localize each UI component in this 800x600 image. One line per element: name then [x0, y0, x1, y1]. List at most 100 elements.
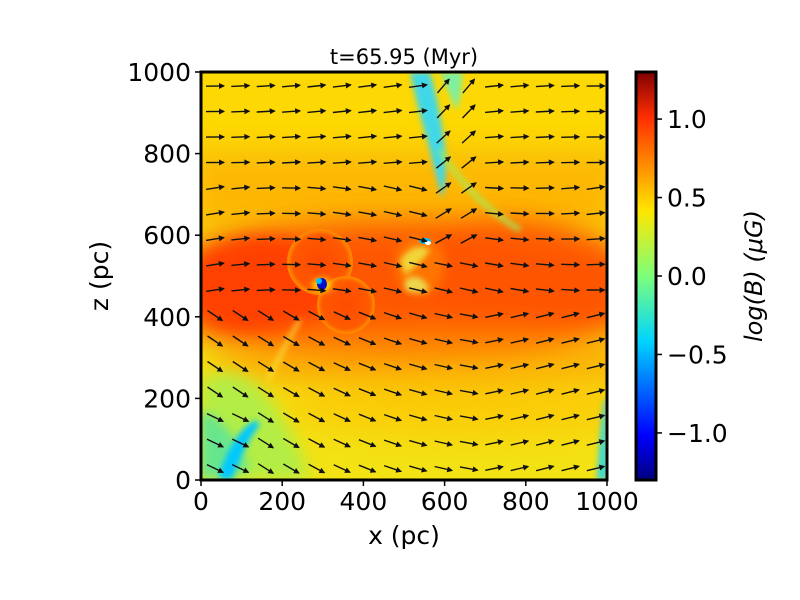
field-arrow: [308, 387, 326, 397]
field-arrow: [206, 463, 225, 474]
field-arrow: [409, 261, 428, 269]
field-arrow: [257, 386, 275, 398]
field-arrow: [333, 387, 351, 397]
field-arrow: [232, 360, 249, 373]
field-arrow: [256, 210, 276, 217]
field-arrow: [206, 438, 225, 448]
field-arrow: [561, 133, 581, 140]
field-arrow: [358, 311, 377, 320]
field-arrow: [333, 438, 351, 448]
field-arrow: [332, 82, 352, 89]
field-arrow: [257, 463, 275, 474]
field-arrow: [459, 287, 479, 294]
field-arrow: [358, 185, 378, 192]
field-arrow: [231, 412, 250, 423]
field-arrow: [358, 337, 377, 346]
field-arrow: [333, 336, 351, 346]
x-tick-label: 200: [258, 487, 306, 516]
field-arrow: [409, 287, 428, 294]
field-arrow: [256, 235, 276, 242]
field-arrow: [408, 82, 428, 89]
field-arrow: [206, 412, 225, 423]
chart-title: t=65.95 (Myr): [330, 45, 478, 69]
field-arrow: [436, 130, 451, 144]
y-tick-label: 600: [143, 221, 191, 250]
field-arrow: [358, 236, 378, 243]
field-arrow: [205, 286, 225, 293]
field-arrow: [358, 388, 377, 397]
field-arrow: [535, 388, 555, 395]
field-arrow: [383, 311, 403, 320]
field-arrow: [332, 133, 352, 140]
field-arrow: [409, 312, 428, 320]
field-arrow: [459, 440, 479, 447]
field-arrow: [408, 108, 428, 114]
field-arrow: [256, 261, 276, 268]
field-arrow: [383, 439, 403, 448]
field-arrow: [383, 159, 403, 166]
field-arrow: [510, 262, 530, 269]
field-arrow: [308, 463, 326, 474]
field-arrow: [205, 209, 225, 216]
field-arrow: [231, 261, 251, 268]
y-tick-label: 1000: [127, 58, 191, 87]
field-arrow: [510, 133, 530, 140]
field-arrow: [535, 413, 555, 421]
field-arrow: [231, 133, 251, 140]
field-arrow: [434, 389, 454, 396]
field-arrow: [485, 287, 504, 294]
field-arrow: [586, 210, 606, 217]
field-arrow: [535, 184, 555, 191]
field-arrow: [535, 108, 555, 115]
field-arrow: [383, 236, 403, 243]
colorbar-tick-label: −0.5: [667, 340, 728, 369]
field-arrow: [332, 185, 352, 192]
field-arrow: [332, 108, 352, 115]
field-arrow: [358, 464, 377, 473]
field-arrow: [307, 210, 327, 217]
field-arrow: [409, 439, 428, 448]
field-arrow: [205, 235, 225, 242]
field-arrow: [435, 182, 452, 194]
field-arrow: [434, 262, 454, 269]
field-arrow: [435, 156, 452, 169]
field-arrow: [459, 389, 479, 396]
field-arrow: [207, 309, 224, 322]
field-arrow: [535, 362, 555, 370]
field-arrow: [459, 262, 479, 269]
field-arrow: [409, 414, 428, 422]
field-arrow: [409, 337, 428, 346]
colorbar: −1.0 −0.5 0.0 0.5 1.0 log(B) (μG): [634, 70, 768, 482]
field-arrow: [462, 78, 476, 94]
field-arrow: [383, 108, 403, 114]
field-arrow: [436, 78, 450, 94]
field-arrow: [232, 309, 249, 322]
field-arrow: [256, 108, 276, 115]
field-arrow: [485, 388, 504, 395]
y-tick-label: 200: [143, 384, 191, 413]
field-arrow: [232, 335, 249, 347]
field-arrow: [461, 104, 476, 119]
field-arrow: [586, 362, 606, 370]
field-arrow: [434, 287, 454, 294]
field-arrow: [435, 208, 452, 219]
field-arrow: [459, 338, 479, 345]
field-arrow: [436, 104, 451, 119]
field-arrow: [485, 262, 504, 269]
field-arrow: [282, 463, 300, 474]
field-arrow: [485, 337, 504, 344]
field-arrow: [586, 184, 606, 191]
field-arrow: [510, 108, 530, 115]
field-arrow: [307, 185, 327, 192]
field-arrow: [232, 386, 249, 398]
field-arrow: [358, 262, 378, 269]
field-arrow: [535, 287, 555, 294]
field-arrow: [307, 287, 327, 294]
field-arrow: [257, 361, 275, 372]
field-arrow: [308, 438, 326, 448]
field-arrow: [307, 236, 327, 243]
field-arrow: [510, 210, 530, 217]
field-arrow: [383, 287, 403, 294]
field-arrow: [257, 437, 275, 449]
axes-frame: [199, 70, 609, 482]
